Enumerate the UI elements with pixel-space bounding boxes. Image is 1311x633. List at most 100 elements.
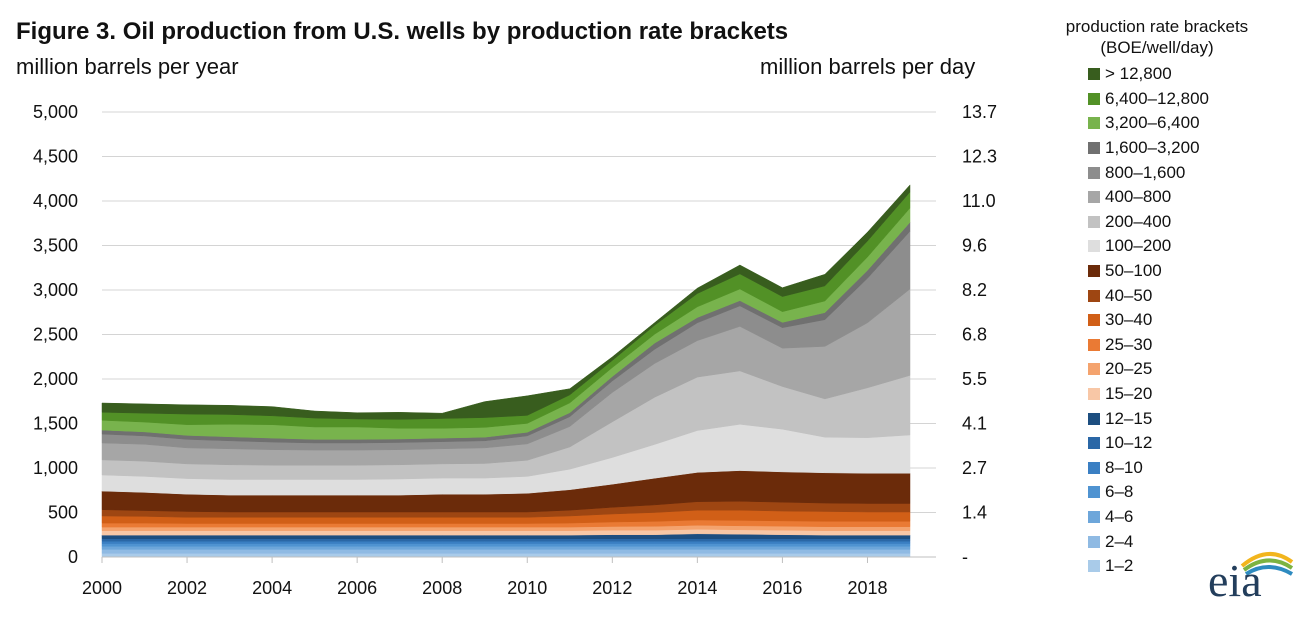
legend-label: 50–100 — [1105, 261, 1162, 281]
legend-items: > 12,800 6,400–12,800 3,200–6,400 1,600–3,2… — [1088, 62, 1302, 578]
y-tick-label-left: 1,000 — [33, 458, 78, 478]
legend-swatch — [1088, 461, 1100, 474]
legend-label: 2–4 — [1105, 531, 1134, 551]
x-tick-label: 2000 — [82, 578, 122, 598]
legend-item: 8–10 — [1088, 456, 1302, 481]
area-series — [101, 553, 911, 558]
legend-label: 40–50 — [1105, 285, 1153, 305]
legend-label: 200–400 — [1105, 211, 1172, 231]
x-tick-label: 2006 — [337, 578, 377, 598]
legend-label: 3,200–6,400 — [1105, 113, 1200, 133]
stacked-areas — [101, 184, 911, 558]
chart-title: Figure 3. Oil production from U.S. wells… — [16, 18, 789, 45]
y-axis-label-left: million barrels per year — [16, 54, 239, 79]
legend-title: production rate brackets (BOE/well/day) — [1012, 16, 1302, 58]
area-series — [101, 184, 911, 420]
legend-swatch — [1088, 215, 1100, 228]
legend-item: 40–50 — [1088, 283, 1302, 308]
eia-logo-text: eia — [1208, 555, 1262, 606]
legend-swatch — [1088, 535, 1100, 548]
legend-item: 1–2 — [1088, 554, 1302, 579]
legend-label: 1,600–3,200 — [1105, 138, 1200, 158]
x-tick-label: 2010 — [507, 578, 547, 598]
legend-swatch — [1088, 166, 1100, 179]
legend-label: 12–15 — [1105, 408, 1153, 428]
y-tick-label-left: 4,500 — [33, 147, 78, 167]
x-tick-label: 2012 — [592, 578, 632, 598]
y-tick-label-left: 5,000 — [33, 102, 78, 122]
legend-item: 10–12 — [1088, 431, 1302, 456]
legend-item: 4–6 — [1088, 505, 1302, 530]
legend-label: > 12,800 — [1105, 64, 1172, 84]
y-axis-label-right: million barrels per day — [760, 54, 976, 79]
legend-swatch — [1088, 338, 1100, 351]
legend-label: 1–2 — [1105, 556, 1134, 576]
y-tick-label-right: 11.0 — [962, 191, 996, 211]
y-tick-label-left: 2,000 — [33, 369, 78, 389]
y-tick-label-left: 3,000 — [33, 280, 78, 300]
x-tick-label: 2008 — [422, 578, 462, 598]
legend-label: 8–10 — [1105, 457, 1143, 477]
legend-swatch — [1088, 363, 1100, 376]
axes: 0 - 500 1.4 1,000 2.7 1,500 4.1 2,000 5.5 2,500 6.8… — [33, 102, 997, 598]
legend-item: 200–400 — [1088, 210, 1302, 235]
legend-item: 6–8 — [1088, 480, 1302, 505]
legend-label: 6,400–12,800 — [1105, 88, 1209, 108]
legend-item: > 12,800 — [1088, 62, 1302, 87]
area-series — [101, 549, 911, 554]
legend-swatch — [1088, 412, 1100, 425]
y-tick-label-right: 6.8 — [962, 325, 987, 345]
legend-label: 30–40 — [1105, 310, 1153, 330]
area-series — [101, 543, 911, 547]
legend-label: 400–800 — [1105, 187, 1172, 207]
legend-label: 100–200 — [1105, 236, 1172, 256]
y-tick-label-right: 12.3 — [962, 147, 997, 167]
legend-item: 400–800 — [1088, 185, 1302, 210]
area-series — [101, 540, 911, 544]
y-tick-label-left: 3,500 — [33, 236, 78, 256]
legend-item: 6,400–12,800 — [1088, 87, 1302, 112]
y-tick-label-left: 0 — [68, 547, 78, 567]
area-series — [101, 538, 911, 542]
legend-item: 50–100 — [1088, 259, 1302, 284]
legend-item: 2–4 — [1088, 529, 1302, 554]
legend-item: 30–40 — [1088, 308, 1302, 333]
x-tick-label: 2016 — [762, 578, 802, 598]
legend-item: 25–30 — [1088, 333, 1302, 358]
y-tick-label-right: 5.5 — [962, 369, 987, 389]
legend-swatch — [1088, 240, 1100, 253]
legend-label: 4–6 — [1105, 506, 1134, 526]
y-tick-label-right: 13.7 — [962, 102, 997, 122]
legend-label: 6–8 — [1105, 482, 1134, 502]
legend-item: 3,200–6,400 — [1088, 111, 1302, 136]
y-tick-label-right: 4.1 — [962, 414, 987, 434]
y-tick-label-right: 1.4 — [962, 503, 987, 523]
legend-swatch — [1088, 510, 1100, 523]
legend: production rate brackets (BOE/well/day) … — [1012, 16, 1302, 578]
legend-swatch — [1088, 92, 1100, 105]
eia-logo-arc-icon — [1240, 552, 1294, 576]
legend-swatch — [1088, 68, 1100, 81]
y-tick-label-right: 9.6 — [962, 236, 987, 256]
area-series — [101, 546, 911, 550]
legend-label: 25–30 — [1105, 334, 1153, 354]
legend-swatch — [1088, 437, 1100, 450]
legend-label: 10–12 — [1105, 433, 1153, 453]
legend-swatch — [1088, 486, 1100, 499]
legend-swatch — [1088, 289, 1100, 302]
y-tick-label-right: - — [962, 547, 968, 567]
legend-swatch — [1088, 388, 1100, 401]
y-tick-label-left: 2,500 — [33, 325, 78, 345]
legend-swatch — [1088, 117, 1100, 130]
legend-swatch — [1088, 314, 1100, 327]
legend-label: 800–1,600 — [1105, 162, 1186, 182]
legend-swatch — [1088, 191, 1100, 204]
legend-item: 12–15 — [1088, 406, 1302, 431]
x-tick-label: 2018 — [847, 578, 887, 598]
legend-swatch — [1088, 265, 1100, 278]
legend-swatch — [1088, 560, 1100, 573]
eia-logo: eia — [1198, 540, 1294, 608]
y-tick-label-left: 1,500 — [33, 414, 78, 434]
legend-item: 1,600–3,200 — [1088, 136, 1302, 161]
